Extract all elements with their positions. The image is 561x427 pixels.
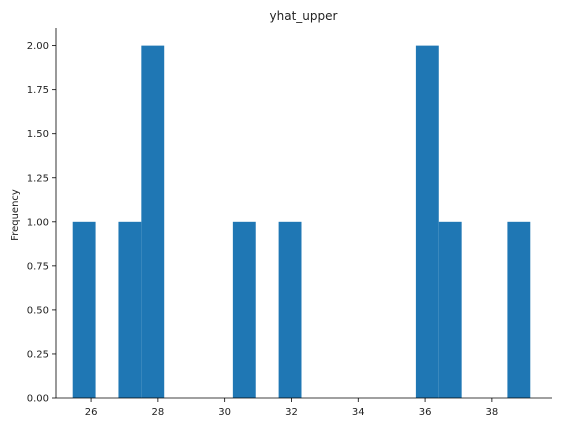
y-tick-label: 0.75 (27, 261, 49, 272)
histogram-bar (72, 221, 96, 398)
y-tick-label: 2.00 (27, 41, 49, 52)
y-tick-label: 0.50 (27, 305, 49, 316)
x-tick-label: 32 (285, 407, 298, 418)
histogram-bar (278, 221, 302, 398)
y-tick-label: 0.00 (27, 394, 49, 405)
histogram-bar (118, 221, 142, 398)
axes-group: 0.00 0.25 0.50 0.75 1.00 1.25 1.50 1.75 2.00 26 28… (27, 28, 552, 418)
histogram-bar (232, 221, 256, 398)
bars-group (72, 45, 531, 398)
histogram-bar (438, 221, 462, 398)
x-tick-label: 30 (218, 407, 231, 418)
y-tick-label: 0.25 (27, 349, 49, 360)
y-tick-label: 1.00 (27, 217, 49, 228)
chart-title: yhat_upper (270, 9, 338, 23)
y-tick-label: 1.25 (27, 173, 49, 184)
x-tick-label: 26 (85, 407, 98, 418)
y-axis-label: Frequency (10, 189, 21, 241)
x-tick-label: 36 (419, 407, 432, 418)
histogram-bar (141, 45, 165, 398)
histogram-bar (507, 221, 531, 398)
y-tick-label: 1.50 (27, 129, 49, 140)
x-tick-label: 28 (152, 407, 165, 418)
x-tick-label: 34 (352, 407, 365, 418)
x-tick-label: 38 (486, 407, 499, 418)
y-tick-label: 1.75 (27, 85, 49, 96)
histogram-bar (415, 45, 439, 398)
